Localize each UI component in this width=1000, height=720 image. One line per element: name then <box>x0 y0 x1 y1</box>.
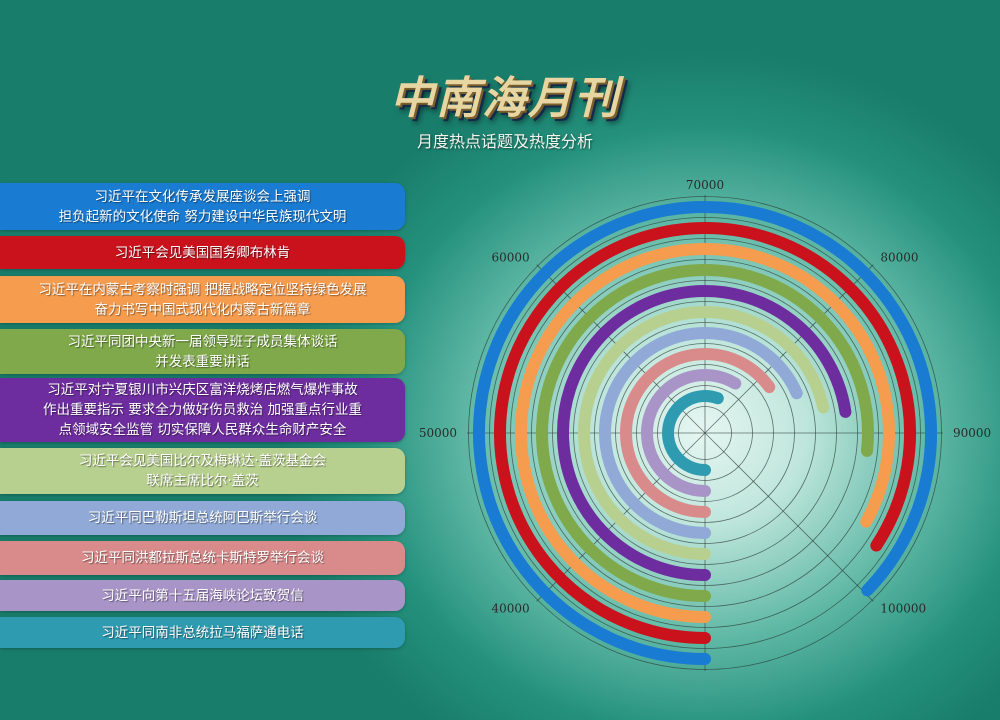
grid-spoke <box>536 432 706 602</box>
radial-bar <box>515 243 895 623</box>
legend-item: 习近平在文化传承发展座谈会上强调 担负起新的文化使命 努力建设中华民族现代文明 <box>0 183 405 230</box>
grid-ring <box>552 280 858 586</box>
tick-label: 100000 <box>880 601 926 615</box>
page-subtitle: 月度热点话题及热度分析 <box>416 132 593 151</box>
tick-label: 40000 <box>491 601 529 615</box>
legend-item: 习近平同南非总统拉马福萨通电话 <box>0 617 405 648</box>
tick-label: 50000 <box>419 426 457 440</box>
legend-item: 习近平同洪都拉斯总统卡斯特罗举行会谈 <box>0 541 405 575</box>
tick-label: 60000 <box>491 251 529 265</box>
tick-label: 80000 <box>880 251 918 265</box>
radial-bar <box>536 264 874 602</box>
grid-ring <box>636 364 774 502</box>
legend-item: 习近平在内蒙古考察时强调 把握战略定位坚持绿色发展 奋力书写中国式现代化内蒙古新… <box>0 276 405 323</box>
tick-label: 90000 <box>953 426 991 440</box>
grid-ring <box>489 217 921 649</box>
legend-item: 习近平同团中央新一届领导班子成员集体谈话 并发表重要讲话 <box>0 329 405 374</box>
radial-bar <box>557 285 852 581</box>
radial-bar <box>662 390 724 476</box>
chart-bars <box>473 201 937 665</box>
legend-item: 习近平对宁夏银川市兴庆区富洋烧烤店燃气爆炸事故 作出重要指示 要求全力做好伤员救… <box>0 378 405 442</box>
chart-grid <box>467 195 943 671</box>
legend-item: 习近平向第十五届海峡论坛致贺信 <box>0 580 405 611</box>
legend-item: 习近平同巴勒斯坦总统阿巴斯举行会谈 <box>0 501 405 535</box>
grid-ring <box>657 385 753 481</box>
radial-bar <box>473 201 937 665</box>
radial-bar <box>641 369 742 497</box>
radial-bar <box>620 348 776 518</box>
radial-bar <box>599 327 803 539</box>
chart-tick-labels: 40000 50000 60000 70000 80000 90000 100000 <box>419 178 991 615</box>
grid-spoke <box>704 264 874 434</box>
grid-ring <box>594 322 816 544</box>
page-title: 中南海月刊 <box>390 73 620 124</box>
radial-bar <box>578 306 830 560</box>
legend-item: 习近平会见美国比尔及梅琳达·盖茨基金会 联席主席比尔·盖茨 <box>0 448 405 494</box>
grid-ring <box>510 238 900 628</box>
grid-ring <box>615 343 795 523</box>
grid-ring <box>678 406 732 460</box>
tick-label: 70000 <box>686 178 724 192</box>
legend-item: 习近平会见美国国务卿布林肯 <box>0 236 405 269</box>
radial-bar <box>494 222 916 644</box>
grid-ring <box>573 301 837 565</box>
grid-spoke <box>704 432 874 602</box>
grid-ring <box>531 259 879 607</box>
grid-spoke <box>536 264 706 434</box>
grid-ring <box>468 196 942 670</box>
